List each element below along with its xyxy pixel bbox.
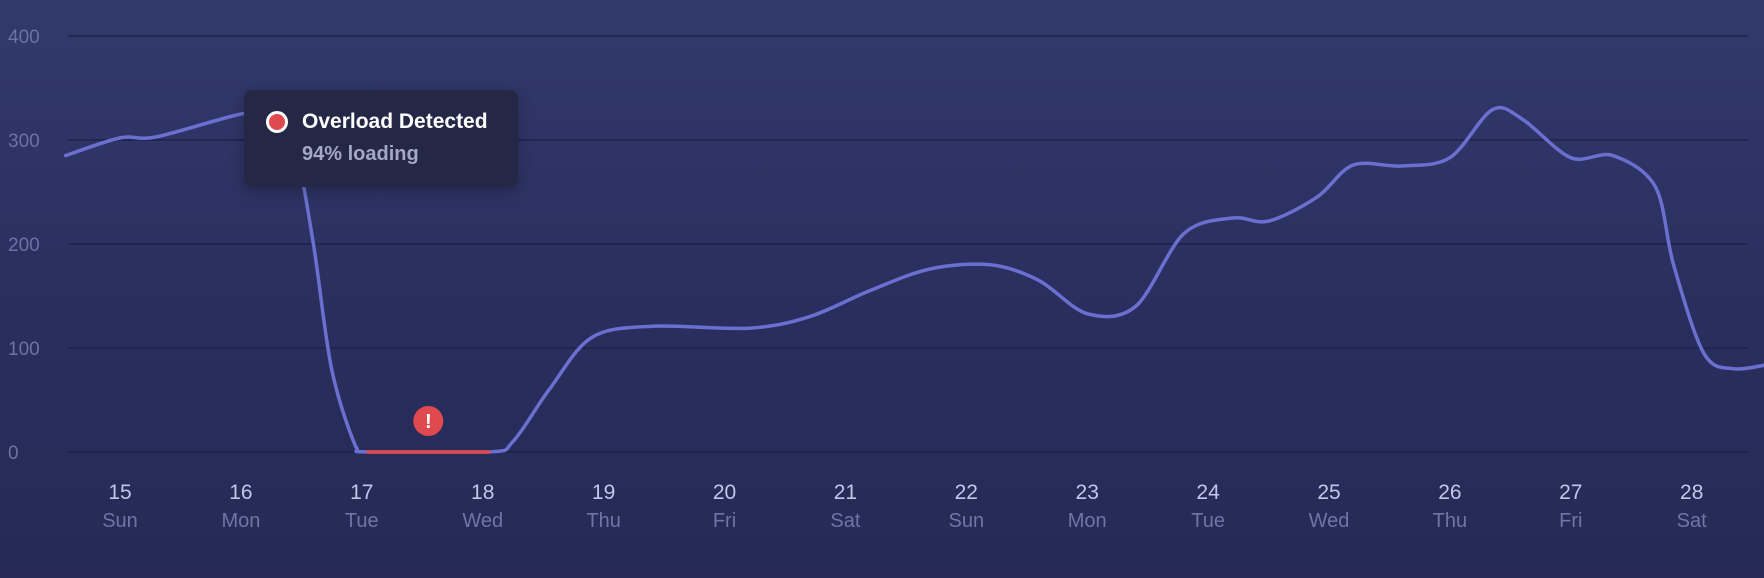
x-tick-weekday-label: Sat bbox=[1677, 510, 1707, 532]
x-tick-weekday-label: Mon bbox=[221, 510, 260, 532]
x-tick-weekday-label: Fri bbox=[1559, 510, 1582, 532]
x-tick-weekday-label: Thu bbox=[586, 510, 620, 532]
x-tick-weekday-label: Mon bbox=[1068, 510, 1107, 532]
x-tick-day-label: 20 bbox=[713, 481, 736, 504]
x-tick-weekday-label: Thu bbox=[1433, 510, 1467, 532]
alert-icon[interactable]: ! bbox=[413, 406, 444, 436]
x-tick-day-label: 18 bbox=[471, 481, 494, 504]
x-tick-day-label: 28 bbox=[1680, 481, 1703, 504]
x-tick-day-label: 17 bbox=[350, 481, 373, 504]
x-tick-day-label: 23 bbox=[1076, 481, 1099, 504]
alert-icon-circle bbox=[413, 406, 444, 436]
x-tick-weekday-label: Sun bbox=[949, 510, 985, 532]
y-tick-label: 200 bbox=[8, 235, 40, 256]
x-tick-day-label: 16 bbox=[229, 481, 252, 504]
x-tick-weekday-label: Tue bbox=[1191, 510, 1225, 532]
tooltip-title: Overload Detected bbox=[302, 110, 488, 133]
x-tick-weekday-label: Fri bbox=[713, 510, 736, 532]
x-tick-day-label: 25 bbox=[1317, 481, 1340, 504]
x-tick-day-label: 19 bbox=[592, 481, 615, 504]
y-tick-label: 100 bbox=[8, 339, 40, 360]
x-tick-weekday-label: Tue bbox=[345, 510, 379, 532]
x-tick-weekday-label: Sat bbox=[830, 510, 860, 532]
tooltip-subtitle: 94% loading bbox=[302, 143, 419, 165]
alert-icon-symbol: ! bbox=[425, 411, 432, 433]
overload-tooltip: Overload Detected 94% loading bbox=[244, 90, 518, 187]
x-tick-day-label: 22 bbox=[955, 481, 978, 504]
x-tick-day-label: 27 bbox=[1559, 481, 1582, 504]
y-tick-label: 0 bbox=[8, 443, 19, 464]
x-tick-day-label: 26 bbox=[1438, 481, 1461, 504]
y-tick-label: 400 bbox=[8, 27, 40, 48]
series-line bbox=[63, 105, 1764, 454]
x-tick-weekday-label: Sun bbox=[102, 510, 138, 532]
x-tick-day-label: 24 bbox=[1196, 481, 1220, 504]
status-dot-icon bbox=[266, 111, 288, 133]
x-tick-day-label: 15 bbox=[108, 481, 131, 504]
x-tick-weekday-label: Wed bbox=[1309, 510, 1350, 532]
y-tick-label: 300 bbox=[8, 131, 40, 152]
x-tick-day-label: 21 bbox=[834, 481, 857, 504]
x-tick-weekday-label: Wed bbox=[462, 510, 503, 532]
